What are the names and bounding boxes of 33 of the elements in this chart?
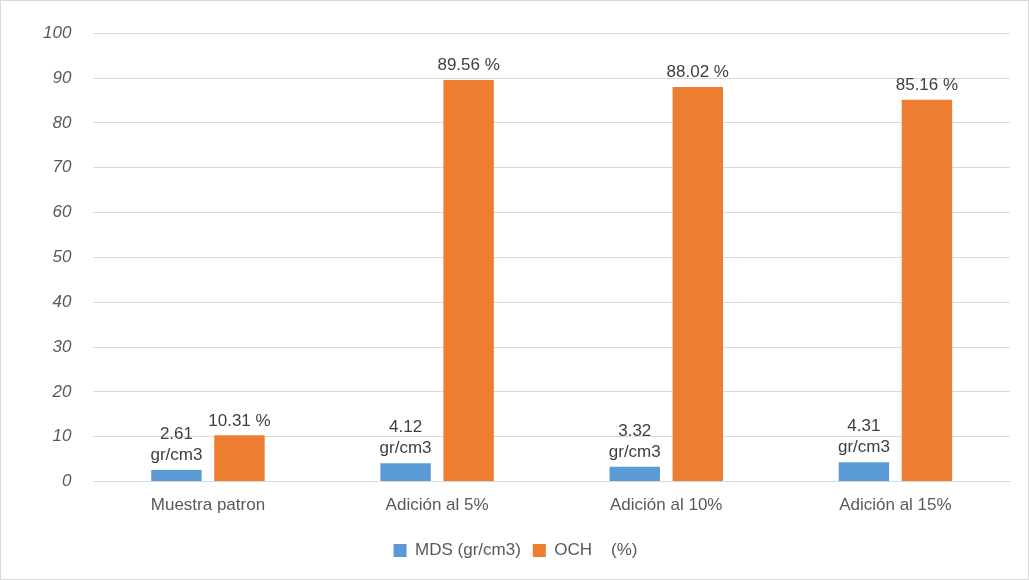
y-tick-label: 80	[52, 112, 72, 132]
y-tick-label: 90	[52, 67, 72, 87]
legend-label: MDS (gr/cm3)	[415, 540, 521, 560]
legend-label: OCH (%)	[554, 540, 638, 560]
bar	[838, 462, 890, 482]
y-tick-label: 0	[61, 471, 72, 491]
bar	[151, 469, 202, 482]
bar	[214, 435, 265, 482]
data-label: 89.56 %	[437, 55, 500, 75]
data-label: 85.16 %	[895, 74, 959, 94]
x-tick-label: Adición al 15%	[839, 495, 952, 515]
data-label: 88.02 %	[666, 62, 729, 82]
y-tick-label: 40	[52, 291, 72, 311]
data-label: 4.12 gr/cm3	[379, 417, 432, 458]
x-tick-label: Adición al 5%	[385, 495, 489, 515]
y-tick-label: 100	[42, 22, 72, 42]
data-label: 3.32 gr/cm3	[608, 420, 661, 461]
x-tick-label: Adición al 10%	[610, 495, 723, 515]
data-label: 4.31 gr/cm3	[837, 416, 890, 457]
bar	[672, 86, 723, 482]
y-tick-label: 10	[52, 426, 72, 446]
y-tick-label: 70	[52, 157, 72, 177]
bar	[609, 466, 660, 482]
bar	[901, 99, 953, 482]
y-tick-label: 50	[52, 247, 72, 267]
data-label: 10.31 %	[208, 410, 271, 430]
y-tick-label: 30	[52, 336, 72, 356]
x-tick-label: Muestra patron	[150, 495, 266, 515]
bar	[380, 463, 431, 482]
bar	[443, 80, 494, 482]
y-tick-label: 20	[51, 381, 72, 401]
data-label: 2.61 gr/cm3	[150, 424, 203, 465]
y-tick-label: 60	[52, 202, 72, 222]
